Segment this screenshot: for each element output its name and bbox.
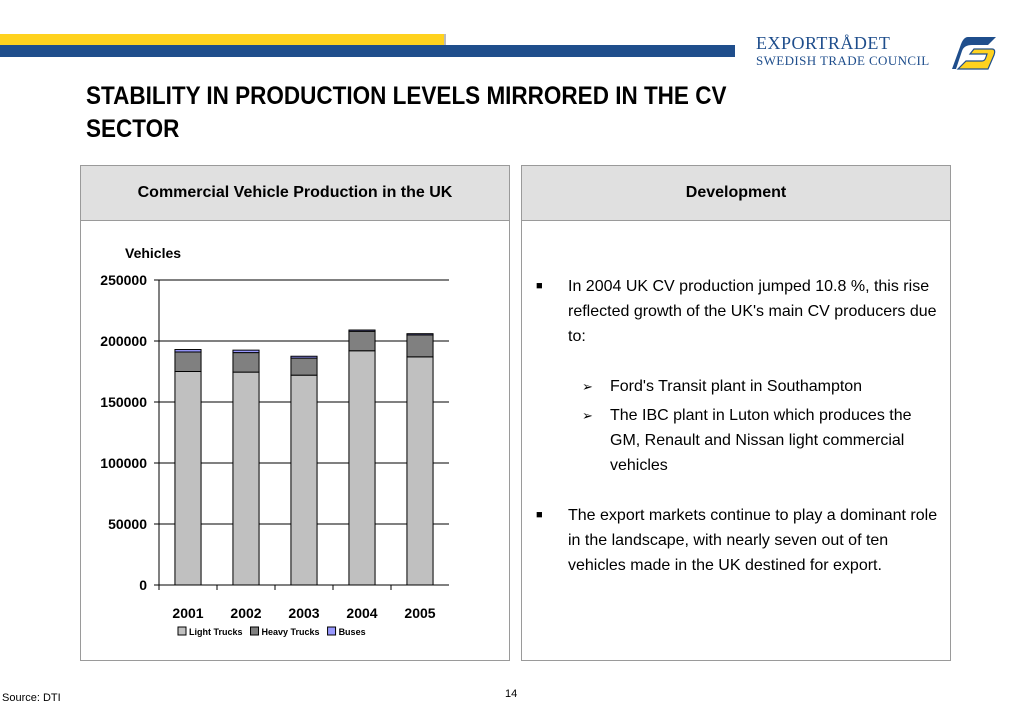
y-tick-label: 150000 xyxy=(100,394,147,410)
chart-panel-heading: Commercial Vehicle Production in the UK xyxy=(81,166,509,221)
bar-light-trucks xyxy=(232,371,260,586)
bar-buses xyxy=(348,329,376,332)
arrow-bullet-icon: ➢ xyxy=(582,408,593,423)
square-bullet-icon: ■ xyxy=(536,280,543,292)
header-blue-bar xyxy=(0,45,735,57)
bar-buses xyxy=(406,333,434,336)
header-yellow-bar xyxy=(0,34,446,48)
legend-label: Heavy Trucks xyxy=(262,627,320,637)
bullet-list: ■ In 2004 UK CV production jumped 10.8 %… xyxy=(522,274,952,578)
x-tick-label: 2002 xyxy=(230,605,261,621)
sub-bullet-text: The IBC plant in Luton which produces th… xyxy=(610,407,912,474)
y-tick-label: 100000 xyxy=(100,455,147,471)
arrow-bullet-icon: ➢ xyxy=(582,379,593,394)
sub-bullet-item: ➢ The IBC plant in Luton which produces … xyxy=(522,403,952,478)
bar-heavy-trucks xyxy=(232,352,260,373)
y-tick-label: 50000 xyxy=(108,516,147,532)
chart-panel: Commercial Vehicle Production in the UK … xyxy=(80,165,510,661)
legend-swatch xyxy=(177,626,187,636)
x-tick-label: 2005 xyxy=(404,605,435,621)
bar-light-trucks xyxy=(348,350,376,586)
bullet-item: ■ The export markets continue to play a … xyxy=(522,503,952,578)
bar-heavy-trucks xyxy=(290,357,318,376)
page-title: STABILITY IN PRODUCTION LEVELS MIRRORED … xyxy=(86,82,727,143)
bar-chart: Vehicles 0 50000 100000 150000 200000 250000 20… xyxy=(100,245,449,637)
bar-light-trucks xyxy=(290,374,318,586)
bar-light-trucks xyxy=(406,356,434,586)
y-axis-label: Vehicles xyxy=(125,245,181,261)
x-tick-label: 2003 xyxy=(288,605,319,621)
y-tick-label: 250000 xyxy=(100,272,147,288)
logo-swoosh-icon xyxy=(952,37,996,70)
sub-bullet-item: ➢ Ford's Transit plant in Southampton xyxy=(522,374,952,399)
bar-heavy-trucks xyxy=(174,351,202,372)
bar-heavy-trucks xyxy=(406,334,434,358)
y-tick-label: 200000 xyxy=(100,333,147,349)
legend-swatch xyxy=(250,626,260,636)
legend-swatch xyxy=(327,626,337,636)
page-number: 14 xyxy=(505,688,518,700)
exportradet-logo: EXPORTRÅDET SWEDISH TRADE COUNCIL xyxy=(756,33,1006,73)
bar-buses xyxy=(232,349,260,354)
y-tick-label: 0 xyxy=(139,577,147,593)
x-tick-label: 2004 xyxy=(346,605,377,621)
logo-line2: SWEDISH TRADE COUNCIL xyxy=(756,53,930,68)
bar-buses xyxy=(174,349,202,353)
bullet-item: ■ In 2004 UK CV production jumped 10.8 %… xyxy=(522,274,952,349)
bar-light-trucks xyxy=(174,371,202,586)
legend-label: Light Trucks xyxy=(189,627,243,637)
sub-bullet-text: Ford's Transit plant in Southampton xyxy=(610,378,863,395)
bullet-text: In 2004 UK CV production jumped 10.8 %, … xyxy=(568,278,937,345)
legend-label: Buses xyxy=(339,627,366,637)
development-panel-heading: Development xyxy=(522,166,950,221)
development-panel: Development ■ In 2004 UK CV production j… xyxy=(521,165,951,661)
source-note: Source: DTI xyxy=(2,692,61,704)
logo-line1: EXPORTRÅDET xyxy=(756,33,891,53)
bar-heavy-trucks xyxy=(348,330,376,352)
bar-buses xyxy=(290,355,318,359)
x-tick-label: 2001 xyxy=(172,605,203,621)
bullet-text: The export markets continue to play a do… xyxy=(568,507,938,574)
square-bullet-icon: ■ xyxy=(536,509,543,521)
